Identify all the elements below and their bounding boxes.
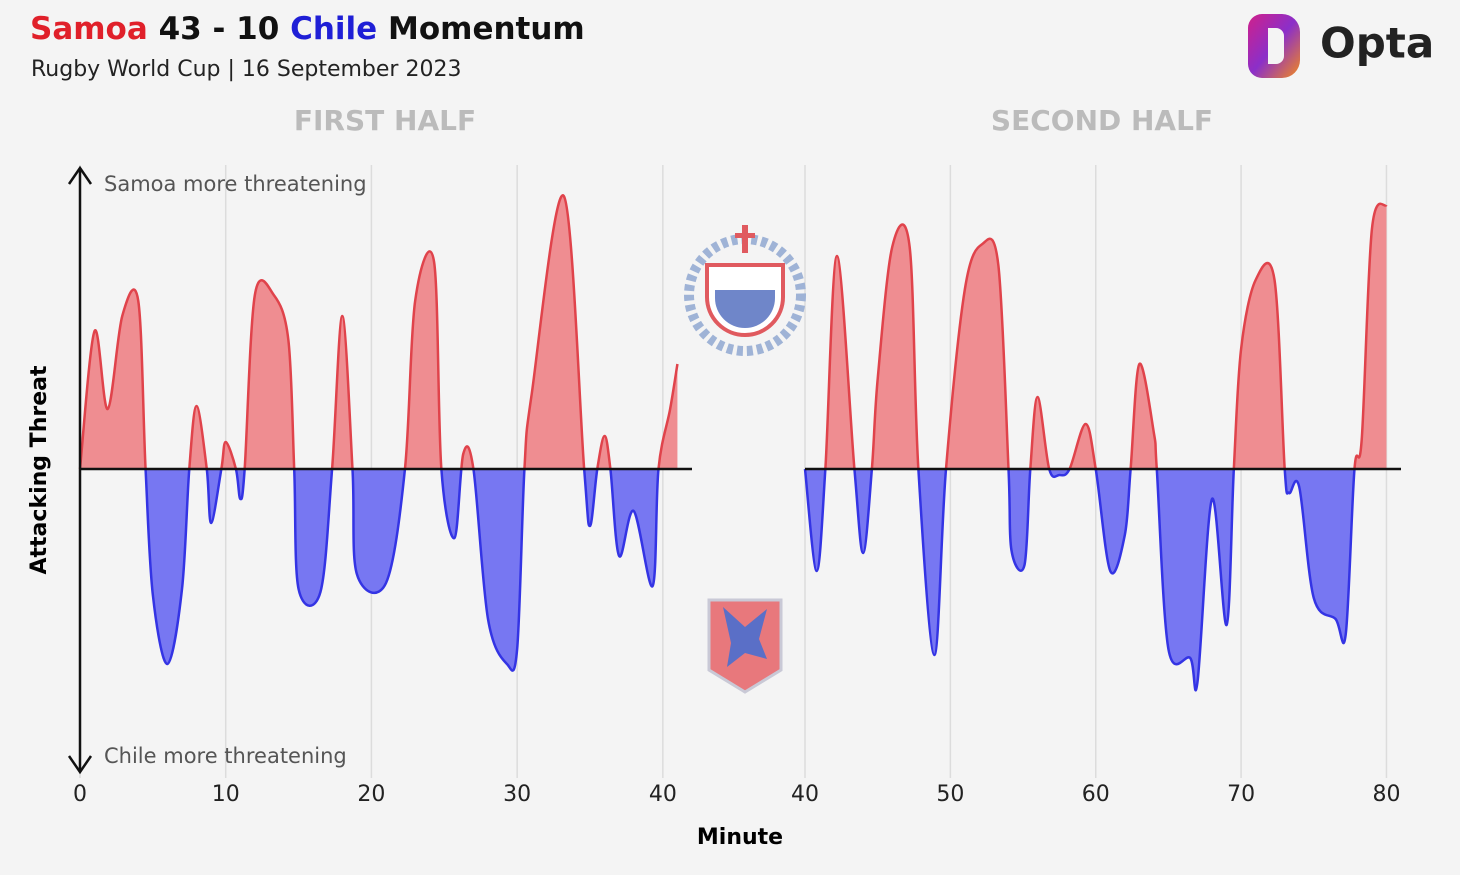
x-tick-label: 30 — [503, 782, 531, 807]
title-part: 43 - 10 — [159, 11, 280, 47]
x-axis-label: Minute — [697, 825, 783, 850]
condor — [723, 607, 767, 667]
cross — [742, 225, 748, 253]
arrow-head-down — [67, 755, 93, 775]
x-tick-label: 80 — [1372, 782, 1400, 807]
brand: Opta — [1320, 19, 1434, 68]
x-tick-label: 40 — [649, 782, 677, 807]
plots: FIRST HALF 0 10 20 30 40 SECOND HALF 40 50 60 70 80 — [73, 104, 1401, 807]
arrow-head-up — [67, 165, 93, 185]
x-tick-label: 70 — [1227, 782, 1255, 807]
annotation: Chile more threatening — [104, 744, 347, 768]
x-tick-label: 20 — [357, 782, 385, 807]
negative-line — [80, 469, 660, 672]
panel-title: SECOND HALF — [991, 104, 1213, 137]
title: Samoa 43 - 10 Chile Momentum — [30, 11, 585, 47]
positive-line — [805, 202, 1388, 469]
title-part: Chile — [290, 11, 377, 47]
negative-area — [805, 469, 1387, 691]
panel-title: FIRST HALF — [294, 104, 476, 137]
logo-mark — [1248, 14, 1300, 78]
x-tick-label: 40 — [791, 782, 819, 807]
title-part: Momentum — [388, 11, 585, 47]
y-arrow — [67, 165, 93, 775]
x-tick-label: 50 — [936, 782, 964, 807]
subtitle: Rugby World Cup | 16 September 2023 — [31, 57, 461, 82]
samoa-crest — [684, 225, 806, 356]
chile-crest — [707, 598, 783, 694]
positive-area — [805, 203, 1387, 469]
opta-logo: Opta — [1248, 14, 1434, 78]
y-axis-label: Attacking Threat — [27, 365, 52, 574]
annotation: Samoa more threatening — [104, 172, 367, 196]
negative-line — [803, 469, 1356, 692]
x-tick-label: 10 — [212, 782, 240, 807]
x-tick-label: 60 — [1082, 782, 1110, 807]
shield-field — [715, 290, 775, 328]
negative-area — [80, 469, 678, 671]
positive-area — [80, 195, 678, 469]
title-part: Samoa — [30, 11, 148, 47]
x-tick-label: 0 — [73, 782, 87, 807]
cross-bar — [735, 233, 755, 238]
